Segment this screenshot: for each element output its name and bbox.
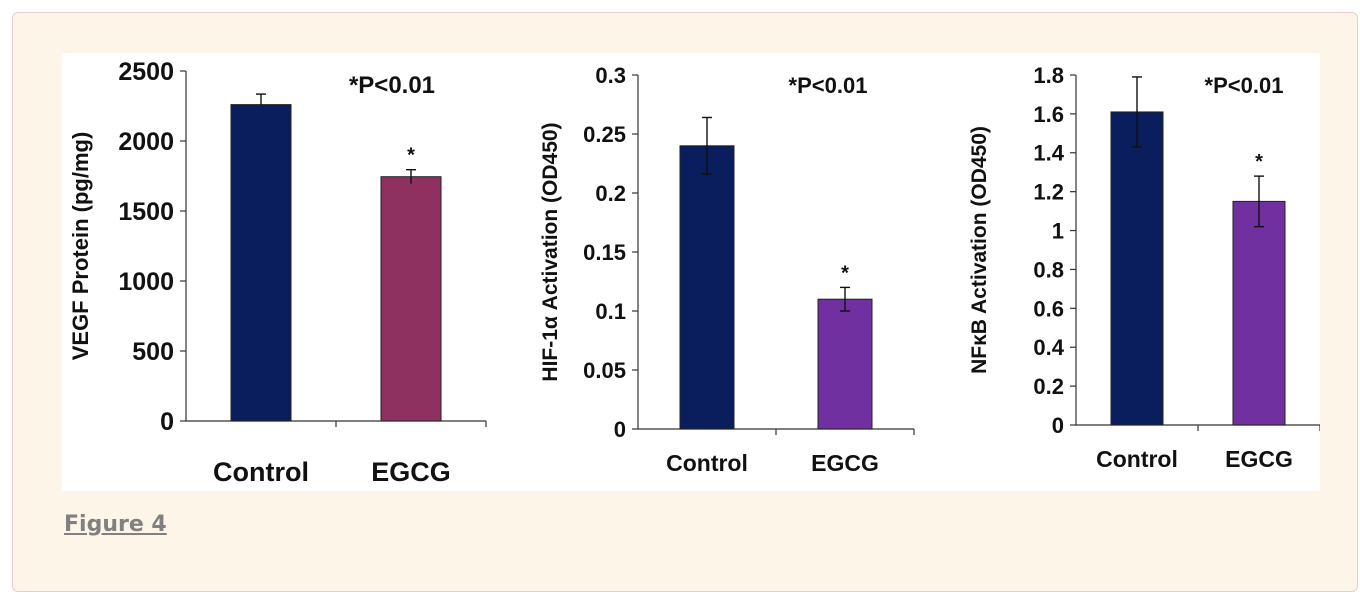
chart2-x-label-control: Control: [666, 450, 748, 476]
chart3-y-tick-label: 0.8: [1033, 257, 1064, 282]
chart1-y-tick-label: 2000: [118, 128, 174, 156]
chart1-y-tick-label: 2500: [118, 58, 174, 86]
chart1-y-axis-title: VEGF Protein (pg/mg): [68, 132, 93, 361]
figure-caption-link[interactable]: Figure 4: [64, 512, 167, 537]
chart3-y-tick-label: 1.2: [1033, 180, 1064, 205]
chart2-bar-egcg: [817, 298, 873, 430]
chart1-significance-star: *: [407, 145, 415, 167]
chart3-x-label-egcg: EGCG: [1225, 446, 1293, 472]
chart1-p-value-annotation: *P<0.01: [349, 72, 435, 99]
figure-image: 0 500 1000 1500 2000 2500 Control * EGCG VEGF Pro…: [62, 53, 1320, 491]
chart2-significance-star: *: [841, 262, 849, 284]
chart3-y-tick-label: 0: [1052, 413, 1064, 438]
chart2-y-tick-label: 0.2: [595, 181, 626, 206]
chart2-x-label-egcg: EGCG: [811, 450, 879, 476]
chart2-y-tick-label: 0.05: [583, 358, 626, 383]
chart2-y-tick-label: 0.25: [583, 122, 626, 147]
chart3-y-tick-label: 1.6: [1033, 102, 1064, 127]
chart3-y-tick-label: 0.6: [1033, 296, 1064, 321]
chart3-y-tick-label: 1: [1052, 218, 1064, 243]
chart3-y-tick-label: 1.8: [1033, 63, 1064, 88]
chart3-x-label-control: Control: [1096, 446, 1178, 472]
chart3-significance-star: *: [1255, 151, 1263, 173]
chart3-y-axis-title: NFκB Activation (OD450): [968, 126, 991, 374]
chart1-y-tick-label: 500: [132, 338, 174, 366]
chart3-bar-control: [1110, 111, 1164, 426]
chart2-y-tick-label: 0.1: [595, 299, 626, 324]
chart1-bar-egcg: [380, 176, 442, 422]
chart1-y-tick-label: 1000: [118, 268, 174, 296]
chart2-y-tick-label: 0.3: [595, 63, 626, 88]
chart1-y-tick-label: 0: [160, 408, 174, 436]
chart2-y-tick-label: 0: [614, 417, 626, 442]
chart3-y-tick-label: 1.4: [1033, 141, 1064, 166]
chart2-y-tick-label: 0.15: [583, 240, 626, 265]
bar-charts-svg: 0 500 1000 1500 2000 2500 Control * EGCG VEGF Pro…: [68, 58, 1320, 487]
chart1-y-tick-label: 1500: [118, 198, 174, 226]
chart1-x-label-control: Control: [213, 457, 309, 487]
chart2-y-axis-title: HIF-1α Activation (OD450): [539, 122, 562, 381]
chart1-bar-control: [230, 104, 292, 422]
chart2-p-value-annotation: *P<0.01: [789, 73, 868, 98]
chart3-y-tick-label: 0.4: [1033, 335, 1064, 360]
chart2-bar-control: [679, 145, 735, 430]
chart3-y-tick-label: 0.2: [1033, 374, 1064, 399]
chart3-p-value-annotation: *P<0.01: [1205, 73, 1284, 98]
chart3-bar-egcg: [1232, 200, 1286, 426]
chart1-x-label-egcg: EGCG: [371, 457, 451, 487]
